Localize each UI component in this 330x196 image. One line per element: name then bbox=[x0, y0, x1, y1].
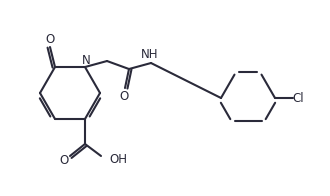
Text: OH: OH bbox=[109, 153, 127, 166]
Text: O: O bbox=[46, 33, 55, 45]
Text: NH: NH bbox=[141, 47, 159, 61]
Text: N: N bbox=[82, 54, 90, 66]
Text: O: O bbox=[59, 154, 69, 167]
Text: Cl: Cl bbox=[292, 92, 304, 104]
Text: O: O bbox=[119, 90, 129, 103]
